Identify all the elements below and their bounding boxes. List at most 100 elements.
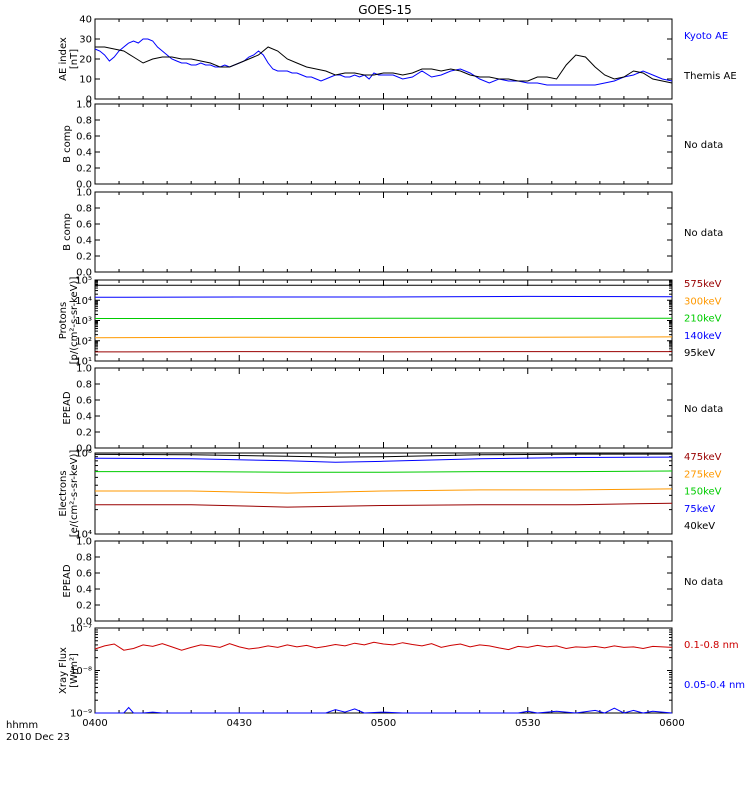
ytick-label: 10³	[75, 316, 92, 327]
y-axis-label: EPEAD	[62, 564, 73, 598]
ytick-label: 1.0	[76, 188, 92, 199]
y-axis-label: [p/(cm²-s-sr-keV)]	[69, 277, 80, 365]
ytick-label: 0.8	[76, 380, 92, 391]
ytick-label: 20	[79, 55, 92, 66]
panel-frame	[94, 191, 673, 273]
ytick-label: 10⁻⁸	[70, 666, 92, 677]
ytick-label: 0.2	[76, 428, 92, 439]
panel-2: 0.0 0.2 0.4 0.6 0.8 1.0 B comp No data	[62, 100, 723, 191]
legend-575kev: 575keV	[684, 279, 722, 290]
panel-frame	[94, 103, 673, 185]
panel-stack: 0 10 20 30 40 AE index [nT] Kyoto AE Themis AE 0.…	[58, 15, 745, 730]
series-300kev	[94, 336, 673, 339]
legend-no-data: No data	[684, 577, 723, 588]
series-40kev	[94, 453, 672, 458]
panel-4: 10¹ 10² 10³ 10⁴ 10⁵ Protons [p/(cm²-s-sr-keV)]…	[58, 276, 722, 368]
series-75kev	[94, 456, 673, 463]
xtick-label: 0600	[659, 718, 684, 729]
ytick-label: 0.4	[76, 148, 92, 159]
xtick-label: 0400	[82, 718, 107, 729]
ytick-label: 10¹	[75, 357, 92, 368]
xtick-label: 0500	[371, 718, 396, 729]
panel-7: 0.0 0.2 0.4 0.6 0.8 1.0 EPEAD No data	[62, 537, 723, 628]
legend-no-data: No data	[684, 140, 723, 151]
panel-frame	[94, 627, 673, 714]
ytick-label: 1.0	[76, 100, 92, 111]
ytick-label: 10⁴	[75, 296, 92, 307]
series-275kev	[95, 488, 673, 494]
legend-0-1-0-8-nm: 0.1-0.8 nm	[684, 640, 739, 651]
legend-95kev: 95keV	[684, 348, 715, 359]
ytick-label: 40	[79, 15, 92, 26]
legend-210kev: 210keV	[684, 314, 722, 325]
ytick-label: 0.4	[76, 585, 92, 596]
ytick-label: 10⁻⁷	[70, 624, 92, 635]
y-axis-label: [e/(cm²-s-sr-keV)]	[69, 450, 80, 538]
ytick-label: 0.4	[76, 236, 92, 247]
ytick-label: 0.2	[76, 252, 92, 263]
ytick-label: 0.8	[76, 204, 92, 215]
panel-1: 0 10 20 30 40 AE index [nT] Kyoto AE Themis AE	[58, 15, 737, 106]
footer-hhmm: hhmm	[6, 720, 38, 731]
ytick-label: 0.8	[76, 553, 92, 564]
legend-40kev: 40keV	[684, 521, 715, 532]
panel-frame	[94, 367, 673, 449]
legend-kyoto-ae: Kyoto AE	[684, 31, 728, 42]
ytick-label: 0.6	[76, 569, 92, 580]
legend-no-data: No data	[684, 228, 723, 239]
legend-themis-ae: Themis AE	[683, 71, 737, 82]
ytick-label: 10⁵	[75, 449, 92, 460]
footer-date: 2010 Dec 23	[6, 732, 70, 743]
ytick-label: 0.6	[76, 132, 92, 143]
series-kyoto-ae	[94, 38, 673, 86]
ytick-label: 1.0	[76, 364, 92, 375]
ytick-label: 0.4	[76, 412, 92, 423]
ytick-label: 10	[79, 75, 92, 86]
ytick-label: 0.0	[76, 180, 92, 191]
series-475kev	[95, 502, 673, 508]
series-140kev	[94, 295, 673, 298]
plot-title: GOES-15	[358, 3, 412, 17]
y-axis-label: B comp	[62, 213, 73, 251]
ytick-label: 10²	[75, 336, 92, 347]
panel-8: 10⁻⁹ 10⁻⁸ 10⁻⁷ Xray Flux [W/m²] 0.1-0.8 nm 0.0…	[58, 624, 745, 730]
series-0-05-0-4-nm	[95, 706, 673, 714]
ytick-label: 0.0	[76, 268, 92, 279]
legend-275kev: 275keV	[684, 469, 722, 480]
xtick-label: 0430	[227, 718, 252, 729]
ytick-label: 0.0	[76, 617, 92, 628]
panel-frame	[94, 540, 673, 622]
xtick-label: 0530	[515, 718, 540, 729]
ytick-label: 30	[79, 35, 92, 46]
panel-6: 10⁴ 10⁵ Electrons [e/(cm²-s-sr-keV)] 475keV 2…	[58, 449, 722, 541]
ytick-label: 0.6	[76, 396, 92, 407]
y-axis-label: EPEAD	[62, 391, 73, 425]
panel-3: 0.0 0.2 0.4 0.6 0.8 1.0 B comp No data	[62, 188, 723, 279]
y-axis-label: Xray Flux	[58, 647, 69, 694]
legend-150kev: 150keV	[684, 487, 722, 498]
ytick-label: 10⁻⁹	[70, 709, 92, 720]
ytick-label: 10⁴	[75, 530, 92, 541]
ytick-label: 1.0	[76, 537, 92, 548]
legend-75kev: 75keV	[684, 504, 715, 515]
legend-140kev: 140keV	[684, 331, 722, 342]
y-axis-label: Electrons	[58, 470, 69, 516]
ytick-label: 0.8	[76, 116, 92, 127]
panel-frame	[94, 279, 673, 362]
ytick-label: 0.2	[76, 164, 92, 175]
y-axis-label: [nT]	[69, 49, 80, 69]
ytick-label: 0.2	[76, 601, 92, 612]
legend-475kev: 475keV	[684, 452, 722, 463]
legend-no-data: No data	[684, 404, 723, 415]
ytick-label: 0.6	[76, 220, 92, 231]
y-axis-label: AE index	[58, 37, 69, 81]
y-axis-label: B comp	[62, 125, 73, 163]
ytick-label: 0.0	[76, 444, 92, 455]
series-150kev	[95, 470, 673, 473]
ytick-label: 0	[86, 95, 92, 106]
y-axis-label: Protons	[58, 302, 69, 339]
legend-300kev: 300keV	[684, 296, 722, 307]
legend-0-05-0-4-nm: 0.05-0.4 nm	[684, 680, 745, 691]
series-0-1-0-8-nm	[94, 641, 673, 651]
